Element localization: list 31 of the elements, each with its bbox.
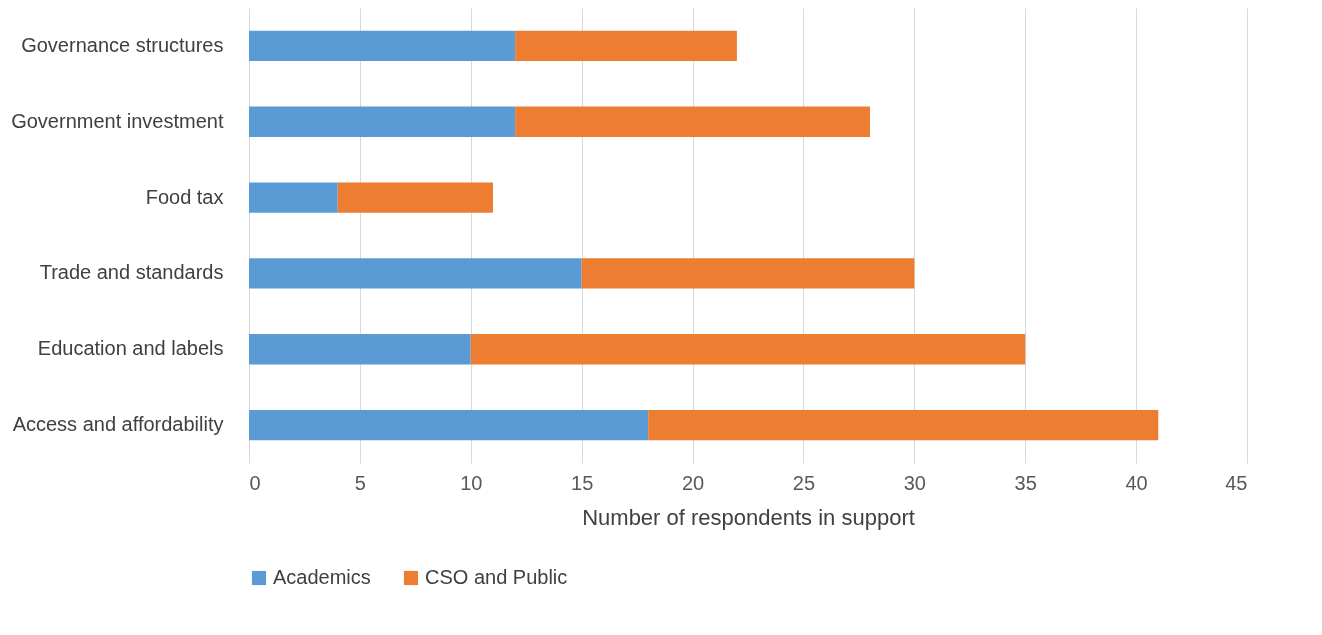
x-tick-label: 35 — [1014, 471, 1037, 494]
bar — [249, 182, 338, 213]
x-tick-label: 0 — [249, 471, 261, 494]
bar — [515, 106, 870, 137]
x-tick-label: 40 — [1125, 471, 1148, 494]
x-tick-label: 25 — [792, 471, 816, 494]
y-tick-label: Access and affordability — [12, 413, 224, 436]
x-tick-label: 15 — [571, 471, 594, 494]
bar — [249, 106, 516, 137]
x-tick-label: 10 — [460, 471, 483, 494]
bar — [470, 334, 1026, 365]
bar — [648, 409, 1159, 441]
x-axis-title: Number of respondents in support — [582, 504, 915, 530]
bar — [249, 30, 516, 62]
bar — [581, 258, 915, 289]
x-tick-label: 45 — [1225, 471, 1248, 494]
x-tick-label: 5 — [354, 471, 366, 494]
legend-label: Academics — [273, 566, 371, 588]
bar — [337, 182, 493, 213]
x-tick-label: 20 — [681, 471, 705, 494]
y-tick-label: Trade and standards — [39, 261, 224, 284]
y-tick-label: Food tax — [145, 185, 224, 208]
y-tick-label: Education and labels — [37, 337, 224, 360]
y-tick-label: Government investment — [11, 109, 224, 132]
legend-label: CSO and Public — [425, 566, 568, 588]
bar — [249, 258, 582, 289]
bar — [249, 409, 649, 441]
bar — [249, 334, 471, 365]
x-tick-label: 30 — [903, 471, 926, 494]
bar — [515, 30, 737, 62]
y-tick-label: Governance structures — [21, 33, 224, 56]
